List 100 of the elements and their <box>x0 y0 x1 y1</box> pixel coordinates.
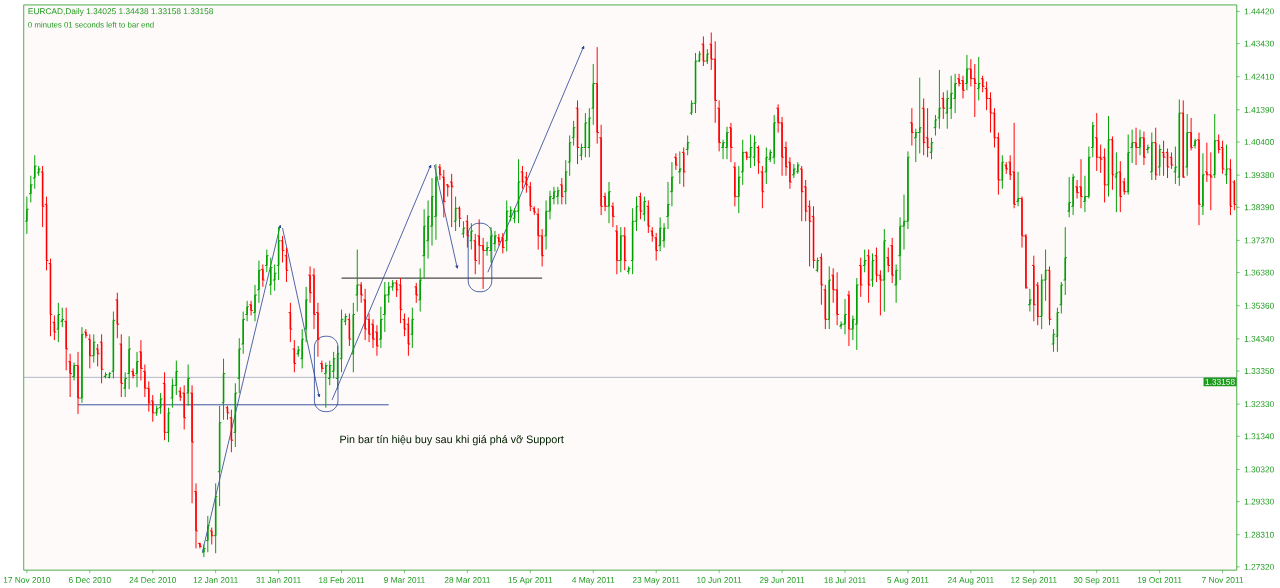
candlestick <box>356 249 359 313</box>
candlestick <box>132 368 134 380</box>
y-tick-label: 1.43430 <box>1244 40 1274 47</box>
candlestick <box>734 161 736 207</box>
candlestick <box>321 360 323 373</box>
candlestick <box>69 353 71 398</box>
candlestick <box>1182 100 1185 179</box>
candlestick <box>730 122 732 163</box>
candlestick <box>269 257 272 296</box>
x-tick-label: 6 Dec 2010 <box>68 577 111 584</box>
candlestick <box>1202 152 1204 216</box>
x-tick-label: 9 Mar 2011 <box>384 577 425 584</box>
x-tick-label: 30 Sep 2011 <box>1073 577 1120 585</box>
y-tick-label: 1.33350 <box>1244 368 1274 375</box>
candlestick <box>1029 288 1031 313</box>
y-tick-label: 1.28310 <box>1244 531 1274 538</box>
candlestick <box>561 177 563 205</box>
candlestick <box>966 54 968 91</box>
candlestick <box>608 181 610 224</box>
x-tick-label: 18 Jul 2011 <box>824 577 866 584</box>
candlestick <box>887 247 890 273</box>
candlestick <box>81 326 83 404</box>
y-tick-label: 1.39380 <box>1244 172 1274 179</box>
x-tick-label: 23 May 2011 <box>632 577 680 585</box>
y-tick-label: 1.37370 <box>1244 237 1274 244</box>
x-tick-label: 17 Nov 2010 <box>3 577 51 584</box>
annotation: Pin bar tín hiệu buy sau khi giá phá vỡ Support <box>340 435 564 446</box>
x-tick-label: 29 Jun 2011 <box>759 577 805 584</box>
candlestick <box>612 202 614 228</box>
candlestick <box>682 147 685 188</box>
candlestick <box>620 226 622 273</box>
x-tick-label: 31 Jan 2011 <box>256 577 301 584</box>
candlestick <box>675 152 677 171</box>
candlestick <box>262 264 264 288</box>
candlestick <box>1143 131 1145 166</box>
x-tick-label: 10 Jun 2011 <box>697 577 742 584</box>
x-tick-label: 7 Nov 2011 <box>1202 577 1244 584</box>
candlestick <box>1186 113 1188 177</box>
candlestick <box>325 362 327 409</box>
candlestick <box>738 165 740 214</box>
candlestick <box>592 63 595 126</box>
y-tick-label: 1.44420 <box>1244 8 1274 15</box>
candlestick <box>1092 121 1094 158</box>
x-tick-label: 12 Sep 2011 <box>1011 577 1057 585</box>
candlestick <box>250 300 252 317</box>
candlestick <box>266 249 268 273</box>
y-tick-label: 1.31340 <box>1244 433 1274 440</box>
x-tick-label: 4 May 2011 <box>572 577 615 585</box>
candlestick <box>1190 117 1192 152</box>
candlestick <box>85 328 87 339</box>
ref-line-label: 1.33158 <box>1205 379 1235 385</box>
candlestick <box>679 151 681 185</box>
candlestick <box>895 264 897 304</box>
candlestick <box>1198 132 1200 226</box>
chart-title: EURCAD,Daily 1.34025 1.34438 1.33158 1.33158 <box>28 8 214 16</box>
candlestick <box>120 333 123 398</box>
candlestick <box>859 257 862 298</box>
candlestick <box>977 56 980 101</box>
y-tick-label: 1.38390 <box>1244 204 1274 211</box>
candlestick <box>26 196 28 235</box>
candlestick <box>623 226 626 271</box>
candlestick <box>564 159 567 205</box>
candlestick <box>505 200 508 253</box>
candlestick <box>60 307 65 328</box>
candlestick <box>848 290 850 347</box>
candlestick <box>73 362 75 381</box>
x-tick-label: 24 Dec 2010 <box>129 577 176 584</box>
x-tick-label: 12 Jan 2011 <box>193 577 238 584</box>
candlestick <box>187 364 189 407</box>
y-tick-label: 1.42410 <box>1244 73 1274 80</box>
candlestick <box>30 175 32 203</box>
x-tick-label: 18 Feb 2011 <box>319 577 365 584</box>
candlestick <box>415 282 418 304</box>
y-tick-label: 1.32330 <box>1244 401 1274 408</box>
x-tick-label: 24 Aug 2011 <box>947 577 994 585</box>
x-tick-label: 19 Oct 2011 <box>1137 577 1182 584</box>
candlestick <box>1033 255 1035 322</box>
y-tick-label: 1.40400 <box>1244 139 1274 146</box>
y-tick-label: 1.27320 <box>1244 564 1274 570</box>
candlestick <box>1095 112 1098 172</box>
candlestick <box>1154 127 1157 181</box>
candlestick <box>800 165 803 222</box>
candlestick <box>419 267 421 313</box>
candlestick <box>1194 138 1196 150</box>
y-tick-label: 1.34340 <box>1244 335 1274 342</box>
y-tick-label: 1.36380 <box>1244 269 1274 276</box>
x-tick-label: 5 Aug 2011 <box>887 577 929 585</box>
candlestick <box>828 266 831 330</box>
candlestick <box>616 224 618 275</box>
candlestick <box>1213 113 1216 179</box>
y-tick-label: 1.35360 <box>1244 302 1274 309</box>
candlestick <box>1123 177 1126 196</box>
candlestick <box>77 351 79 415</box>
candlestick <box>1135 127 1137 166</box>
candlestick <box>911 107 913 147</box>
y-tick-label: 1.29330 <box>1244 498 1274 505</box>
y-tick-label: 1.41390 <box>1244 106 1274 113</box>
x-tick-label: 28 Mar 2011 <box>444 577 491 584</box>
x-tick-label: 15 Apr 2011 <box>508 577 553 585</box>
candlestick <box>655 232 657 262</box>
